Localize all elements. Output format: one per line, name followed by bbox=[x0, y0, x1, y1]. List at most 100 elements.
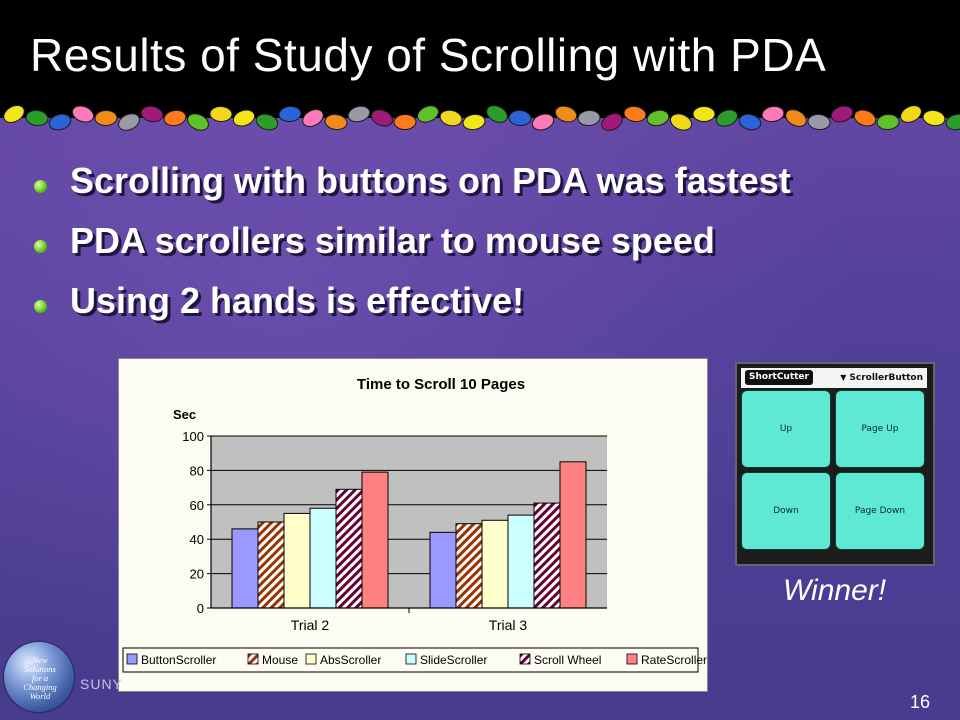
bar bbox=[455, 523, 483, 609]
bullet-item: Using 2 hands is effective! bbox=[30, 280, 930, 340]
pda-app-name: ShortCutter bbox=[745, 370, 813, 385]
bullet-dot-icon bbox=[34, 300, 47, 313]
bar bbox=[481, 519, 509, 609]
candy-bead-border bbox=[3, 104, 960, 131]
candy-bead bbox=[692, 106, 716, 122]
candy-bead bbox=[278, 105, 302, 123]
candy-bead bbox=[187, 113, 209, 131]
legend-label: SlideScroller bbox=[420, 653, 487, 667]
chart-frame: Time to Scroll 10 Pages Sec 0 20 40 60 80 100 Tr… bbox=[118, 358, 708, 692]
legend-swatch bbox=[405, 653, 417, 665]
candy-bead bbox=[646, 109, 670, 127]
candy-bead bbox=[462, 113, 486, 131]
candy-bead bbox=[853, 109, 877, 127]
bar bbox=[257, 521, 285, 609]
legend-label: RateScroller bbox=[641, 653, 707, 667]
candy-bead bbox=[531, 113, 555, 131]
page-number: 16 bbox=[909, 692, 930, 712]
candy-bead bbox=[163, 109, 187, 127]
candy-bead bbox=[370, 109, 394, 127]
bullet-list: Scrolling with buttons on PDA was fastes… bbox=[30, 160, 930, 340]
candy-bead bbox=[393, 113, 417, 131]
bar-chart: Time to Scroll 10 Pages Sec 0 20 40 60 80 100 Tr… bbox=[122, 376, 707, 673]
winner-caption: Winner! bbox=[783, 574, 887, 607]
x-tick-label: Trial 3 bbox=[489, 617, 528, 633]
chart-title: Time to Scroll 10 Pages bbox=[357, 376, 525, 393]
pda-header: ShortCutter ▼ ScrollerButton bbox=[741, 368, 927, 388]
bar bbox=[231, 528, 259, 609]
legend-label: ButtonScroller bbox=[141, 653, 216, 667]
pda-down-button: Down bbox=[741, 472, 831, 550]
bar bbox=[507, 514, 535, 609]
candy-bead bbox=[554, 105, 578, 123]
y-tick-label: 20 bbox=[190, 567, 204, 582]
y-tick-label: 0 bbox=[197, 601, 204, 616]
candy-bead bbox=[601, 113, 623, 131]
candy-bead bbox=[945, 113, 960, 131]
bar bbox=[429, 531, 457, 609]
y-tick-label: 80 bbox=[190, 463, 204, 478]
bar bbox=[533, 502, 561, 609]
legend-swatch bbox=[626, 653, 638, 665]
bullet-text: PDA scrollers similar to mouse speed bbox=[70, 220, 715, 261]
slide-title: Results of Study of Scrolling with PDA bbox=[30, 29, 827, 81]
bullet-item: PDA scrollers similar to mouse speed bbox=[30, 220, 930, 280]
pda-screenshot: ShortCutter ▼ ScrollerButton Up Page Up D… bbox=[735, 362, 935, 566]
y-axis-label: Sec bbox=[173, 407, 196, 422]
candy-bead bbox=[669, 113, 693, 131]
legend-label: AbsScroller bbox=[320, 653, 381, 667]
candy-bead bbox=[785, 109, 807, 127]
bullet-text: Using 2 hands is effective! bbox=[70, 280, 525, 321]
candy-bead bbox=[623, 105, 647, 123]
bar bbox=[361, 471, 389, 609]
candy-bead bbox=[830, 105, 854, 123]
candy-bead bbox=[900, 105, 922, 123]
candy-bead bbox=[416, 105, 440, 123]
candy-bead bbox=[486, 105, 508, 123]
candy-bead bbox=[439, 109, 463, 127]
candy-bead bbox=[48, 113, 72, 131]
candy-bead bbox=[347, 105, 371, 123]
candy-bead bbox=[761, 105, 785, 123]
globe-logo-icon: New Solutions for a Changing World bbox=[4, 642, 74, 712]
bar bbox=[559, 461, 587, 609]
candy-bead bbox=[302, 109, 324, 127]
legend-swatch bbox=[519, 653, 531, 665]
bullet-dot-icon bbox=[34, 180, 47, 193]
x-tick-label: Trial 2 bbox=[291, 617, 330, 633]
candy-bead bbox=[738, 113, 762, 131]
logo-text: New Solutions for a Changing World bbox=[23, 655, 57, 701]
candy-bead bbox=[577, 109, 601, 127]
pda-up-button: Up bbox=[741, 390, 831, 468]
candy-bead bbox=[922, 109, 946, 127]
candy-bead bbox=[118, 113, 140, 131]
pda-page-down-button: Page Down bbox=[835, 472, 925, 550]
y-tick-label: 100 bbox=[182, 429, 204, 444]
legend-label: Scroll Wheel bbox=[534, 653, 601, 667]
candy-bead bbox=[94, 109, 118, 127]
candy-bead bbox=[71, 105, 95, 123]
candy-bead bbox=[209, 105, 233, 123]
bullet-dot-icon bbox=[34, 240, 47, 253]
candy-bead bbox=[807, 113, 831, 131]
candy-bead bbox=[3, 104, 25, 124]
candy-bead bbox=[140, 105, 164, 123]
pda-page-up-button: Page Up bbox=[835, 390, 925, 468]
legend-swatch bbox=[126, 653, 138, 665]
legend-swatch bbox=[247, 653, 259, 665]
y-tick-label: 40 bbox=[190, 532, 204, 547]
candy-bead bbox=[876, 113, 900, 131]
candy-bead bbox=[508, 109, 532, 127]
candy-bead bbox=[324, 113, 348, 131]
bar bbox=[335, 488, 363, 609]
pda-dropdown-label: ScrollerButton bbox=[849, 373, 923, 383]
bullet-item: Scrolling with buttons on PDA was fastes… bbox=[30, 160, 930, 220]
bar bbox=[309, 507, 337, 609]
legend-label: Mouse bbox=[262, 653, 298, 667]
legend: ButtonScroller Mouse AbsScroller SlideScrol… bbox=[122, 647, 707, 673]
footer-text: SUNY bbox=[80, 676, 123, 692]
pda-scroller-dropdown: ▼ ScrollerButton bbox=[840, 371, 923, 385]
candy-bead bbox=[232, 109, 256, 127]
candy-bead bbox=[255, 113, 279, 131]
